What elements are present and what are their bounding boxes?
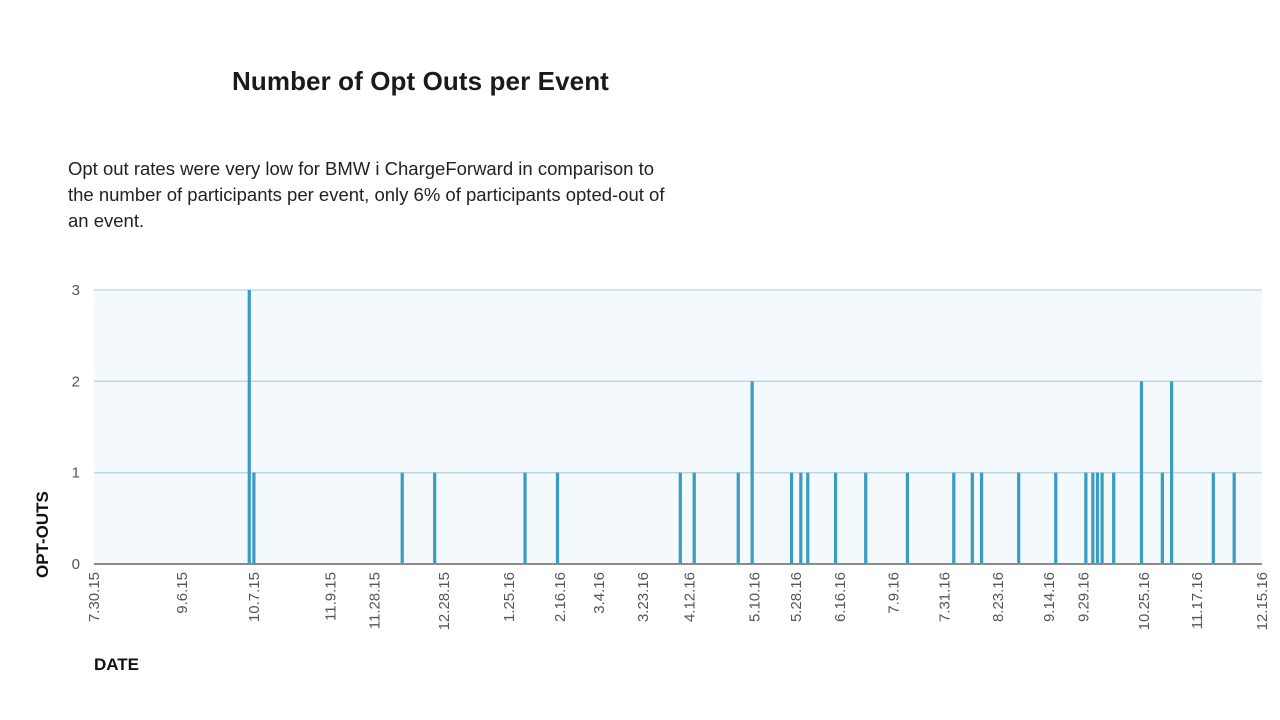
x-tick-label: 4.12.16 [682,572,699,622]
bar [1232,472,1236,564]
x-tick-label: 9.29.16 [1076,572,1093,622]
x-tick-label: 3.4.16 [591,572,608,614]
bar [523,472,527,564]
x-tick-label: 2.16.16 [552,572,569,622]
x-tick-label: 3.23.16 [635,572,652,622]
y-tick-label: 0 [72,556,80,573]
x-tick-label: 5.10.16 [746,572,763,622]
bar [1091,472,1095,564]
bar [1100,472,1104,564]
bar [247,290,251,564]
bar [736,472,740,564]
bar [833,472,838,564]
grid-lines [94,289,1262,474]
bar [750,381,754,564]
bar [1160,472,1164,564]
bar [952,472,956,564]
x-tick-label: 1.25.16 [501,572,518,622]
bar [252,472,256,564]
y-tick-label: 2 [72,373,80,390]
x-tick-label: 8.23.16 [990,572,1007,622]
bar [692,472,696,564]
y-tick-label: 3 [72,282,80,299]
plot-background [94,290,1262,564]
x-axis-label: DATE [94,655,139,674]
x-tick-label: 7.30.15 [86,572,103,622]
bar [1170,381,1174,564]
x-tick-label: 7.31.16 [937,572,954,622]
y-tick-labels: 0 1 2 3 [72,282,80,573]
bar [1084,472,1088,564]
x-tick-label: 5.28.16 [788,572,805,622]
bar [1139,381,1144,564]
bar [555,472,560,564]
bars [247,290,1236,564]
bar [1112,472,1116,564]
bar [905,472,910,564]
x-tick-labels: 7.30.15 9.6.15 10.7.15 11.9.15 11.28.15 12.28… [86,572,1271,630]
bar [1211,472,1215,564]
bar [970,472,974,564]
bar [1095,472,1100,564]
x-tick-label: 6.16.16 [832,572,849,622]
x-tick-label: 12.15.16 [1254,572,1271,630]
chart-title: Number of Opt Outs per Event [232,66,609,96]
x-tick-label: 11.28.15 [366,572,383,629]
bar [789,472,794,564]
bar [1017,472,1021,564]
bar [433,472,437,564]
bar [400,472,404,564]
x-tick-label: 11.17.16 [1189,572,1206,629]
bar [678,472,682,564]
bar [1054,472,1058,564]
bar [864,472,868,564]
bar [806,472,810,564]
x-tick-label: 10.7.15 [246,572,263,622]
bar [979,472,984,564]
bar [799,472,803,564]
y-axis-label: OPT-OUTS [33,491,52,578]
x-tick-label: 10.25.16 [1136,572,1153,630]
x-tick-label: 9.14.16 [1041,572,1058,622]
x-tick-label: 11.9.15 [322,572,339,621]
x-tick-label: 7.9.16 [886,572,903,614]
chart-subtitle: Opt out rates were very low for BMW i Ch… [68,158,665,231]
x-tick-label: 9.6.15 [174,572,191,614]
y-tick-label: 1 [72,465,80,482]
x-tick-label: 12.28.15 [436,572,453,630]
